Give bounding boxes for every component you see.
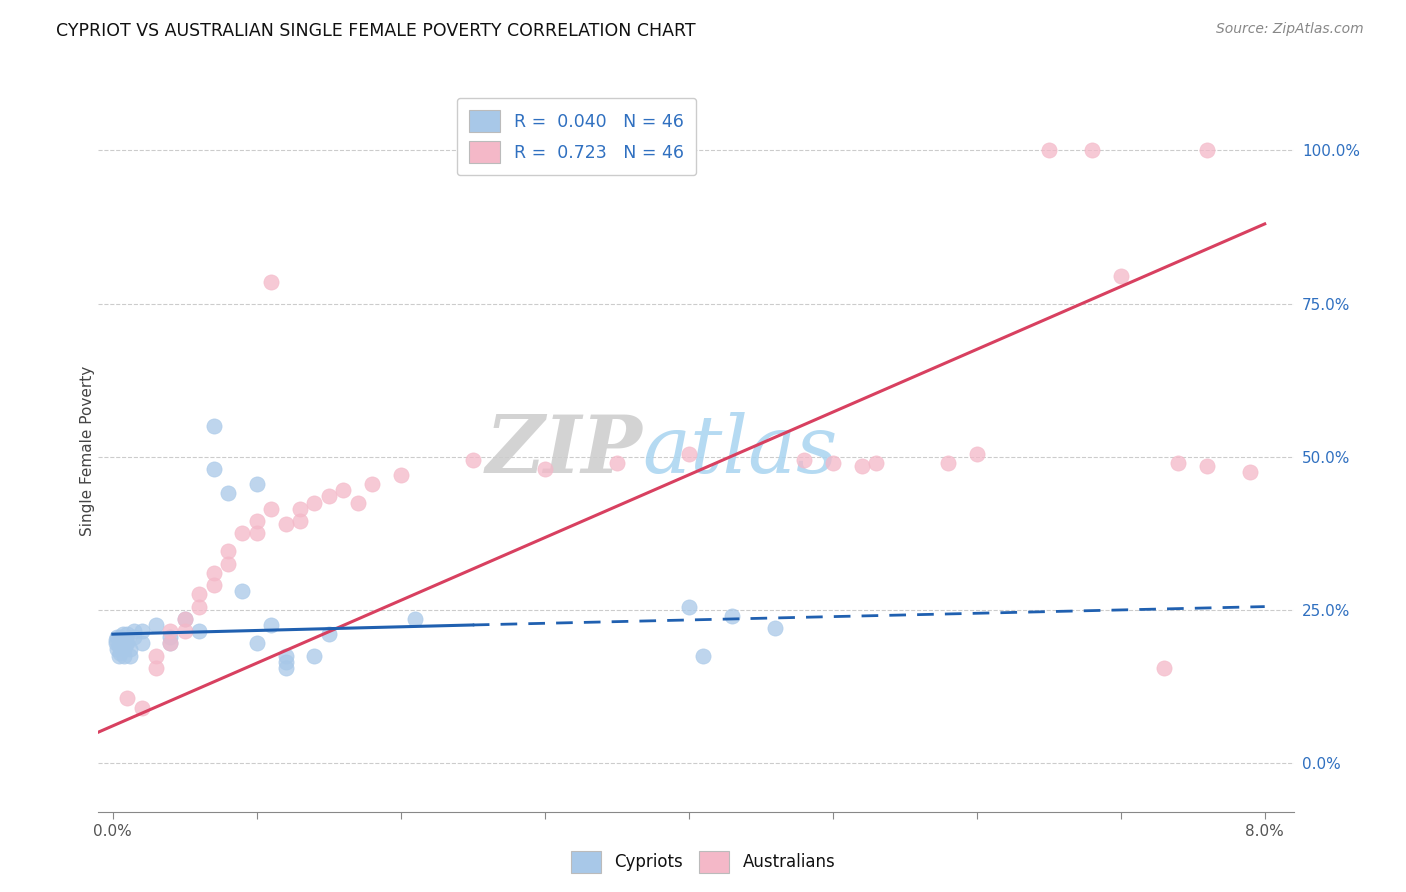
Point bbox=[159, 636, 181, 650]
Point bbox=[936, 456, 959, 470]
Point bbox=[260, 501, 283, 516]
Point bbox=[246, 636, 269, 650]
Point bbox=[533, 462, 555, 476]
Point bbox=[188, 599, 211, 614]
Point bbox=[173, 612, 195, 626]
Point bbox=[111, 633, 134, 648]
Point bbox=[188, 624, 211, 639]
Point bbox=[120, 642, 142, 657]
Point bbox=[288, 514, 311, 528]
Point bbox=[145, 648, 167, 663]
Point bbox=[332, 483, 354, 498]
Point bbox=[1239, 465, 1261, 479]
Text: CYPRIOT VS AUSTRALIAN SINGLE FEMALE POVERTY CORRELATION CHART: CYPRIOT VS AUSTRALIAN SINGLE FEMALE POVE… bbox=[56, 22, 696, 40]
Point bbox=[112, 642, 135, 657]
Point bbox=[217, 557, 239, 571]
Point bbox=[115, 691, 138, 706]
Point bbox=[111, 627, 134, 641]
Point bbox=[104, 633, 127, 648]
Point bbox=[188, 587, 211, 601]
Point bbox=[159, 636, 181, 650]
Point bbox=[108, 630, 131, 644]
Point bbox=[105, 642, 128, 657]
Point bbox=[120, 648, 142, 663]
Point bbox=[145, 661, 167, 675]
Point bbox=[606, 456, 628, 470]
Point bbox=[131, 636, 153, 650]
Y-axis label: Single Female Poverty: Single Female Poverty bbox=[80, 366, 94, 535]
Point bbox=[1109, 268, 1132, 283]
Point bbox=[202, 566, 225, 580]
Legend: Cypriots, Australians: Cypriots, Australians bbox=[564, 845, 842, 880]
Point bbox=[110, 640, 132, 654]
Point bbox=[678, 599, 700, 614]
Text: ZIP: ZIP bbox=[485, 412, 643, 489]
Point bbox=[115, 627, 138, 641]
Point bbox=[678, 446, 700, 460]
Point bbox=[159, 630, 181, 644]
Point bbox=[274, 661, 297, 675]
Point bbox=[202, 462, 225, 476]
Point bbox=[260, 618, 283, 632]
Point bbox=[173, 624, 195, 639]
Point bbox=[105, 630, 128, 644]
Point bbox=[114, 633, 136, 648]
Text: atlas: atlas bbox=[643, 412, 838, 489]
Point bbox=[246, 526, 269, 541]
Point bbox=[851, 458, 873, 473]
Point bbox=[865, 456, 887, 470]
Point bbox=[318, 489, 340, 503]
Point bbox=[274, 516, 297, 531]
Point bbox=[361, 477, 384, 491]
Point bbox=[104, 636, 127, 650]
Point bbox=[389, 467, 412, 482]
Point bbox=[404, 612, 426, 626]
Point bbox=[274, 655, 297, 669]
Point bbox=[114, 636, 136, 650]
Point bbox=[304, 648, 326, 663]
Point bbox=[202, 419, 225, 434]
Point bbox=[173, 612, 195, 626]
Point bbox=[1081, 144, 1104, 158]
Point bbox=[966, 446, 988, 460]
Point bbox=[131, 624, 153, 639]
Point bbox=[131, 700, 153, 714]
Point bbox=[793, 452, 815, 467]
Point bbox=[110, 636, 132, 650]
Point bbox=[763, 621, 786, 635]
Point bbox=[304, 495, 326, 509]
Legend: R =  0.040   N = 46, R =  0.723   N = 46: R = 0.040 N = 46, R = 0.723 N = 46 bbox=[457, 98, 696, 176]
Text: Source: ZipAtlas.com: Source: ZipAtlas.com bbox=[1216, 22, 1364, 37]
Point bbox=[1153, 661, 1175, 675]
Point bbox=[217, 486, 239, 500]
Point bbox=[346, 495, 368, 509]
Point bbox=[1038, 144, 1060, 158]
Point bbox=[159, 624, 181, 639]
Point bbox=[318, 627, 340, 641]
Point bbox=[274, 648, 297, 663]
Point bbox=[145, 618, 167, 632]
Point bbox=[821, 456, 844, 470]
Point bbox=[107, 640, 129, 654]
Point bbox=[721, 608, 744, 623]
Point bbox=[260, 275, 283, 289]
Point bbox=[115, 636, 138, 650]
Point bbox=[107, 648, 129, 663]
Point bbox=[202, 578, 225, 592]
Point bbox=[246, 477, 269, 491]
Point bbox=[288, 501, 311, 516]
Point bbox=[217, 544, 239, 558]
Point bbox=[692, 648, 714, 663]
Point bbox=[231, 584, 253, 599]
Point bbox=[1197, 144, 1219, 158]
Point bbox=[231, 526, 253, 541]
Point bbox=[112, 648, 135, 663]
Point bbox=[1197, 458, 1219, 473]
Point bbox=[461, 452, 484, 467]
Point bbox=[1167, 456, 1189, 470]
Point bbox=[108, 646, 131, 660]
Point bbox=[124, 624, 146, 639]
Point bbox=[246, 514, 269, 528]
Point bbox=[124, 630, 146, 644]
